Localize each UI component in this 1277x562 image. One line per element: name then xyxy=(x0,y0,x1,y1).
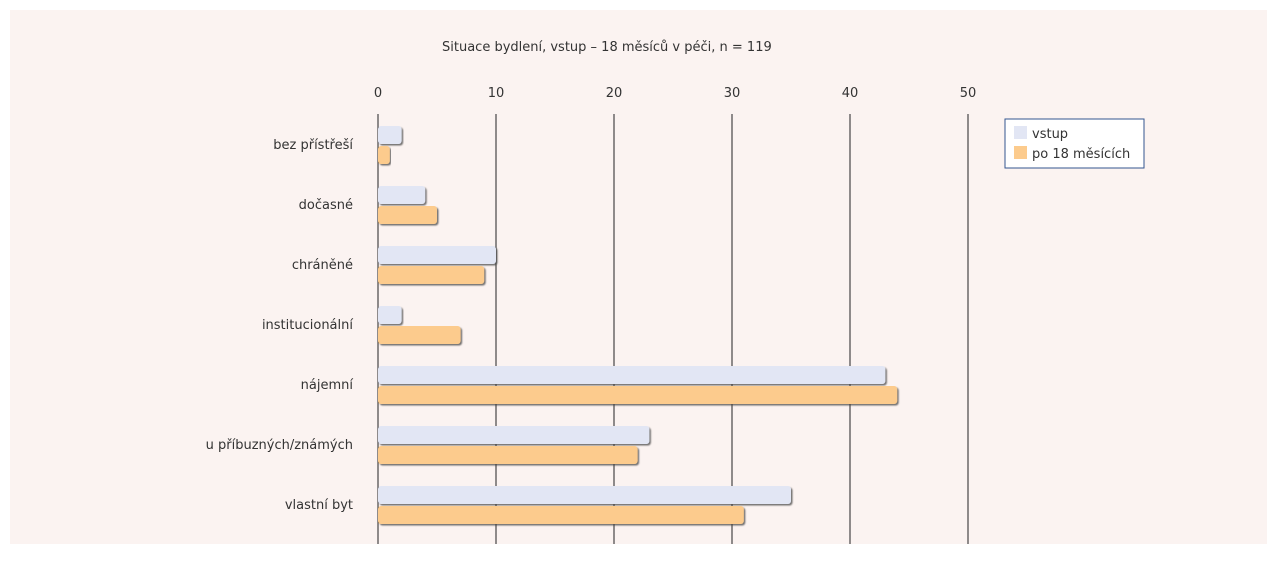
bar-vstup xyxy=(378,306,402,324)
category-label: chráněné xyxy=(292,258,353,273)
bar-po-18-mesicich xyxy=(378,266,485,284)
bar-po-18-mesicich xyxy=(378,386,898,404)
x-tick-label-20: 20 xyxy=(606,86,623,101)
category-labels: bez přístřeší dočasné chráněné institucioná… xyxy=(206,138,354,513)
bars xyxy=(378,126,898,524)
bar-po-18-mesicich xyxy=(378,146,390,164)
bar-vstup xyxy=(378,366,886,384)
bar-vstup xyxy=(378,426,650,444)
chart-panel: Situace bydlení, vstup – 18 měsíců v péč… xyxy=(10,10,1267,544)
bar-vstup xyxy=(378,486,791,504)
bar-po-18-mesicich xyxy=(378,506,744,524)
bar-chart: Situace bydlení, vstup – 18 měsíců v péč… xyxy=(206,40,1145,544)
bar-po-18-mesicich xyxy=(378,446,638,464)
category-label: vlastní byt xyxy=(285,498,353,513)
gridlines xyxy=(377,114,969,544)
x-tick-label-50: 50 xyxy=(960,86,977,101)
x-tick-label-10: 10 xyxy=(488,86,505,101)
category-label: bez přístřeší xyxy=(273,138,353,153)
x-tick-label-40: 40 xyxy=(842,86,859,101)
category-label: dočasné xyxy=(299,198,353,213)
bar-po-18-mesicich xyxy=(378,206,437,224)
bar-vstup xyxy=(378,246,496,264)
x-tick-label-0: 0 xyxy=(374,86,382,101)
legend: vstup po 18 měsících xyxy=(1004,118,1145,169)
bar-vstup xyxy=(378,126,402,144)
category-label: nájemní xyxy=(301,378,354,393)
category-label: u příbuzných/známých xyxy=(206,438,353,453)
legend-box xyxy=(1004,118,1145,169)
legend-label-vstup: vstup xyxy=(1032,127,1068,142)
bar-po-18-mesicich xyxy=(378,326,461,344)
chart-title: Situace bydlení, vstup – 18 měsíců v péč… xyxy=(442,40,772,55)
legend-swatch-vstup xyxy=(1014,126,1027,139)
x-tick-label-30: 30 xyxy=(724,86,741,101)
bar-vstup xyxy=(378,186,426,204)
legend-label-po-18-mesicich: po 18 měsících xyxy=(1032,147,1130,162)
legend-swatch-po-18-mesicich xyxy=(1014,146,1027,159)
category-label: institucionální xyxy=(262,318,353,333)
x-tick-labels: 0 10 20 30 40 50 xyxy=(374,86,976,101)
